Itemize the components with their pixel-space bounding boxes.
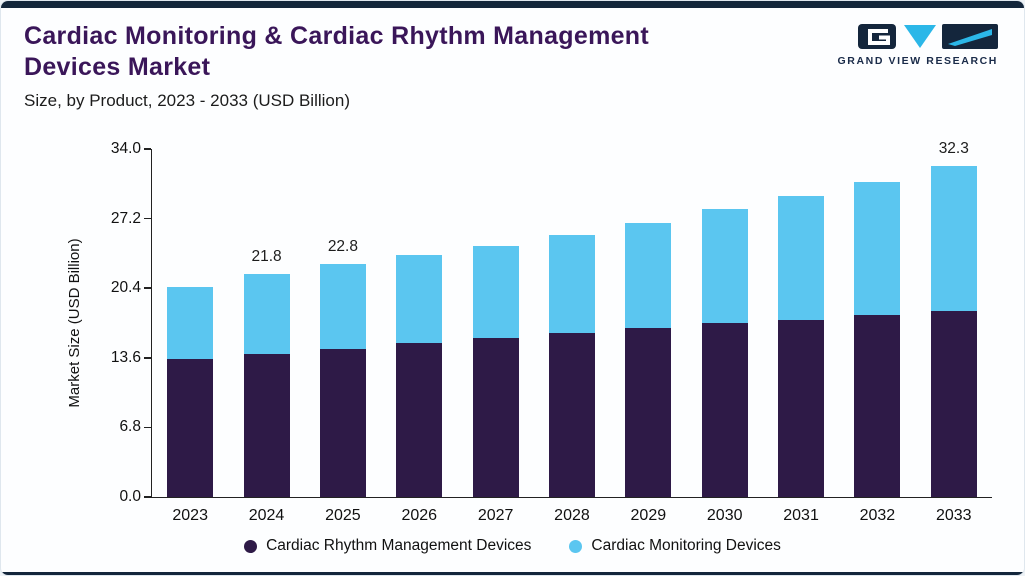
bar-slot: 2029: [610, 149, 686, 524]
x-tick-label: 2023: [172, 507, 208, 524]
legend-dot-icon: [569, 539, 583, 553]
brand-logo: GRAND VIEW RESEARCH: [837, 23, 998, 67]
top-accent-bar: [1, 1, 1024, 8]
bar-segment-monitoring: [701, 209, 748, 323]
legend-label: Cardiac Monitoring Devices: [591, 537, 781, 554]
stacked-bar: [854, 181, 901, 497]
chart-header: Cardiac Monitoring & Cardiac Rhythm Mana…: [24, 21, 649, 111]
brand-logo-text: GRAND VIEW RESEARCH: [837, 55, 998, 67]
x-tick-label: 2027: [477, 507, 514, 524]
bar-segment-monitoring: [472, 246, 519, 339]
x-tick-label: 2024: [248, 507, 285, 524]
x-tick-label: 2026: [401, 507, 438, 524]
bar-slot: 2028: [534, 149, 610, 524]
y-tick-mark: [144, 287, 151, 289]
title-line-1: Cardiac Monitoring & Cardiac Rhythm Mana…: [24, 22, 649, 50]
y-tick-label: 13.6: [110, 348, 141, 366]
y-tick-label: 6.8: [119, 418, 141, 436]
chart-subtitle: Size, by Product, 2023 - 2033 (USD Billi…: [24, 91, 350, 110]
y-tick-labels: 0.0 6.8 13.6 20.4 27.2 34.0: [97, 140, 141, 505]
legend-label: Cardiac Rhythm Management Devices: [266, 537, 532, 554]
bar-segment-rhythm-management: [778, 319, 825, 497]
plot-area: 2023 21.8 2024 22.8 2025 2026 2027 2028 2029 2030…: [144, 140, 992, 524]
page-title: Cardiac Monitoring & Cardiac Rhythm Mana…: [24, 21, 649, 83]
legend-item: Cardiac Rhythm Management Devices: [244, 537, 531, 555]
bar-segment-rhythm-management: [319, 348, 366, 497]
y-tick-label: 0.0: [119, 488, 141, 505]
stacked-bar: [243, 273, 290, 497]
title-line-2: Devices Market: [24, 53, 211, 81]
bar-segment-monitoring: [548, 235, 595, 334]
stacked-bar: [625, 222, 672, 497]
chart-legend: Cardiac Rhythm Management Devices Cardiac…: [1, 537, 1024, 555]
bar-slot: 2026: [381, 149, 457, 524]
bottom-accent-bar: [1, 572, 1024, 575]
y-tick-mark: [144, 148, 151, 150]
bar-slot: 32.3 2033: [916, 140, 992, 524]
bar-segment-monitoring: [243, 273, 290, 354]
bar-segment-rhythm-management: [930, 310, 977, 497]
y-tick-label: 27.2: [110, 209, 141, 227]
bar-segment-monitoring: [778, 196, 825, 320]
bar-segment-rhythm-management: [701, 323, 748, 497]
bar-segment-monitoring: [167, 287, 214, 359]
x-tick-label: 2033: [935, 507, 972, 524]
bar-segment-rhythm-management: [625, 328, 672, 497]
legend-item: Cardiac Monitoring Devices: [569, 537, 781, 555]
stacked-bar: [778, 196, 825, 497]
bar-slot: 2031: [763, 149, 839, 524]
bar-segment-rhythm-management: [472, 338, 519, 497]
bar-segment-rhythm-management: [854, 314, 901, 497]
brand-logo-icon: [858, 24, 998, 49]
bar-slot: 21.8 2024: [228, 149, 304, 524]
stacked-bar: [167, 287, 214, 497]
bar-segment-monitoring: [854, 181, 901, 315]
x-tick-label: 2032: [859, 507, 896, 524]
x-tick-label: 2031: [783, 507, 819, 524]
bar-slot: 2030: [687, 149, 763, 524]
y-tick-mark: [144, 426, 151, 429]
bar-segment-rhythm-management: [548, 333, 595, 497]
bar-slot: 22.8 2025: [305, 149, 381, 524]
bar-slot: 2032: [839, 149, 915, 524]
bar-segment-rhythm-management: [167, 358, 214, 497]
stacked-bar: [701, 209, 748, 497]
y-tick-mark: [144, 217, 151, 220]
legend-dot-icon: [244, 539, 258, 553]
y-tick-label: 34.0: [110, 140, 141, 157]
stacked-bar: [319, 263, 366, 497]
bar-segment-monitoring: [396, 255, 443, 344]
x-tick-label: 2030: [706, 507, 743, 524]
bar-segment-monitoring: [319, 263, 366, 349]
stacked-bar: [472, 246, 519, 497]
bar-slot: 2023: [152, 149, 228, 524]
bar-row: 2023 21.8 2024 22.8 2025 2026 2027 2028 2029 2030…: [152, 140, 992, 524]
y-tick-mark: [144, 357, 151, 359]
bar-segment-rhythm-management: [243, 353, 290, 497]
y-axis-title: Market Size (USD Billion): [66, 238, 83, 408]
stacked-bar: [548, 235, 595, 497]
x-tick-label: 2025: [325, 507, 361, 524]
stacked-bar: [396, 255, 443, 497]
x-tick-label: 2028: [554, 507, 590, 524]
bar-segment-monitoring: [625, 222, 672, 329]
y-tick-mark: [144, 496, 151, 498]
x-tick-label: 2029: [630, 507, 667, 524]
bar-value-label: 21.8: [251, 247, 282, 265]
bar-value-label: 22.8: [327, 237, 358, 255]
stacked-bar: [930, 166, 977, 497]
y-tick-label: 20.4: [110, 279, 141, 297]
bar-segment-monitoring: [930, 166, 977, 311]
bar-slot: 2027: [457, 149, 533, 524]
bar-value-label: 32.3: [938, 140, 969, 158]
bar-segment-rhythm-management: [396, 343, 443, 497]
